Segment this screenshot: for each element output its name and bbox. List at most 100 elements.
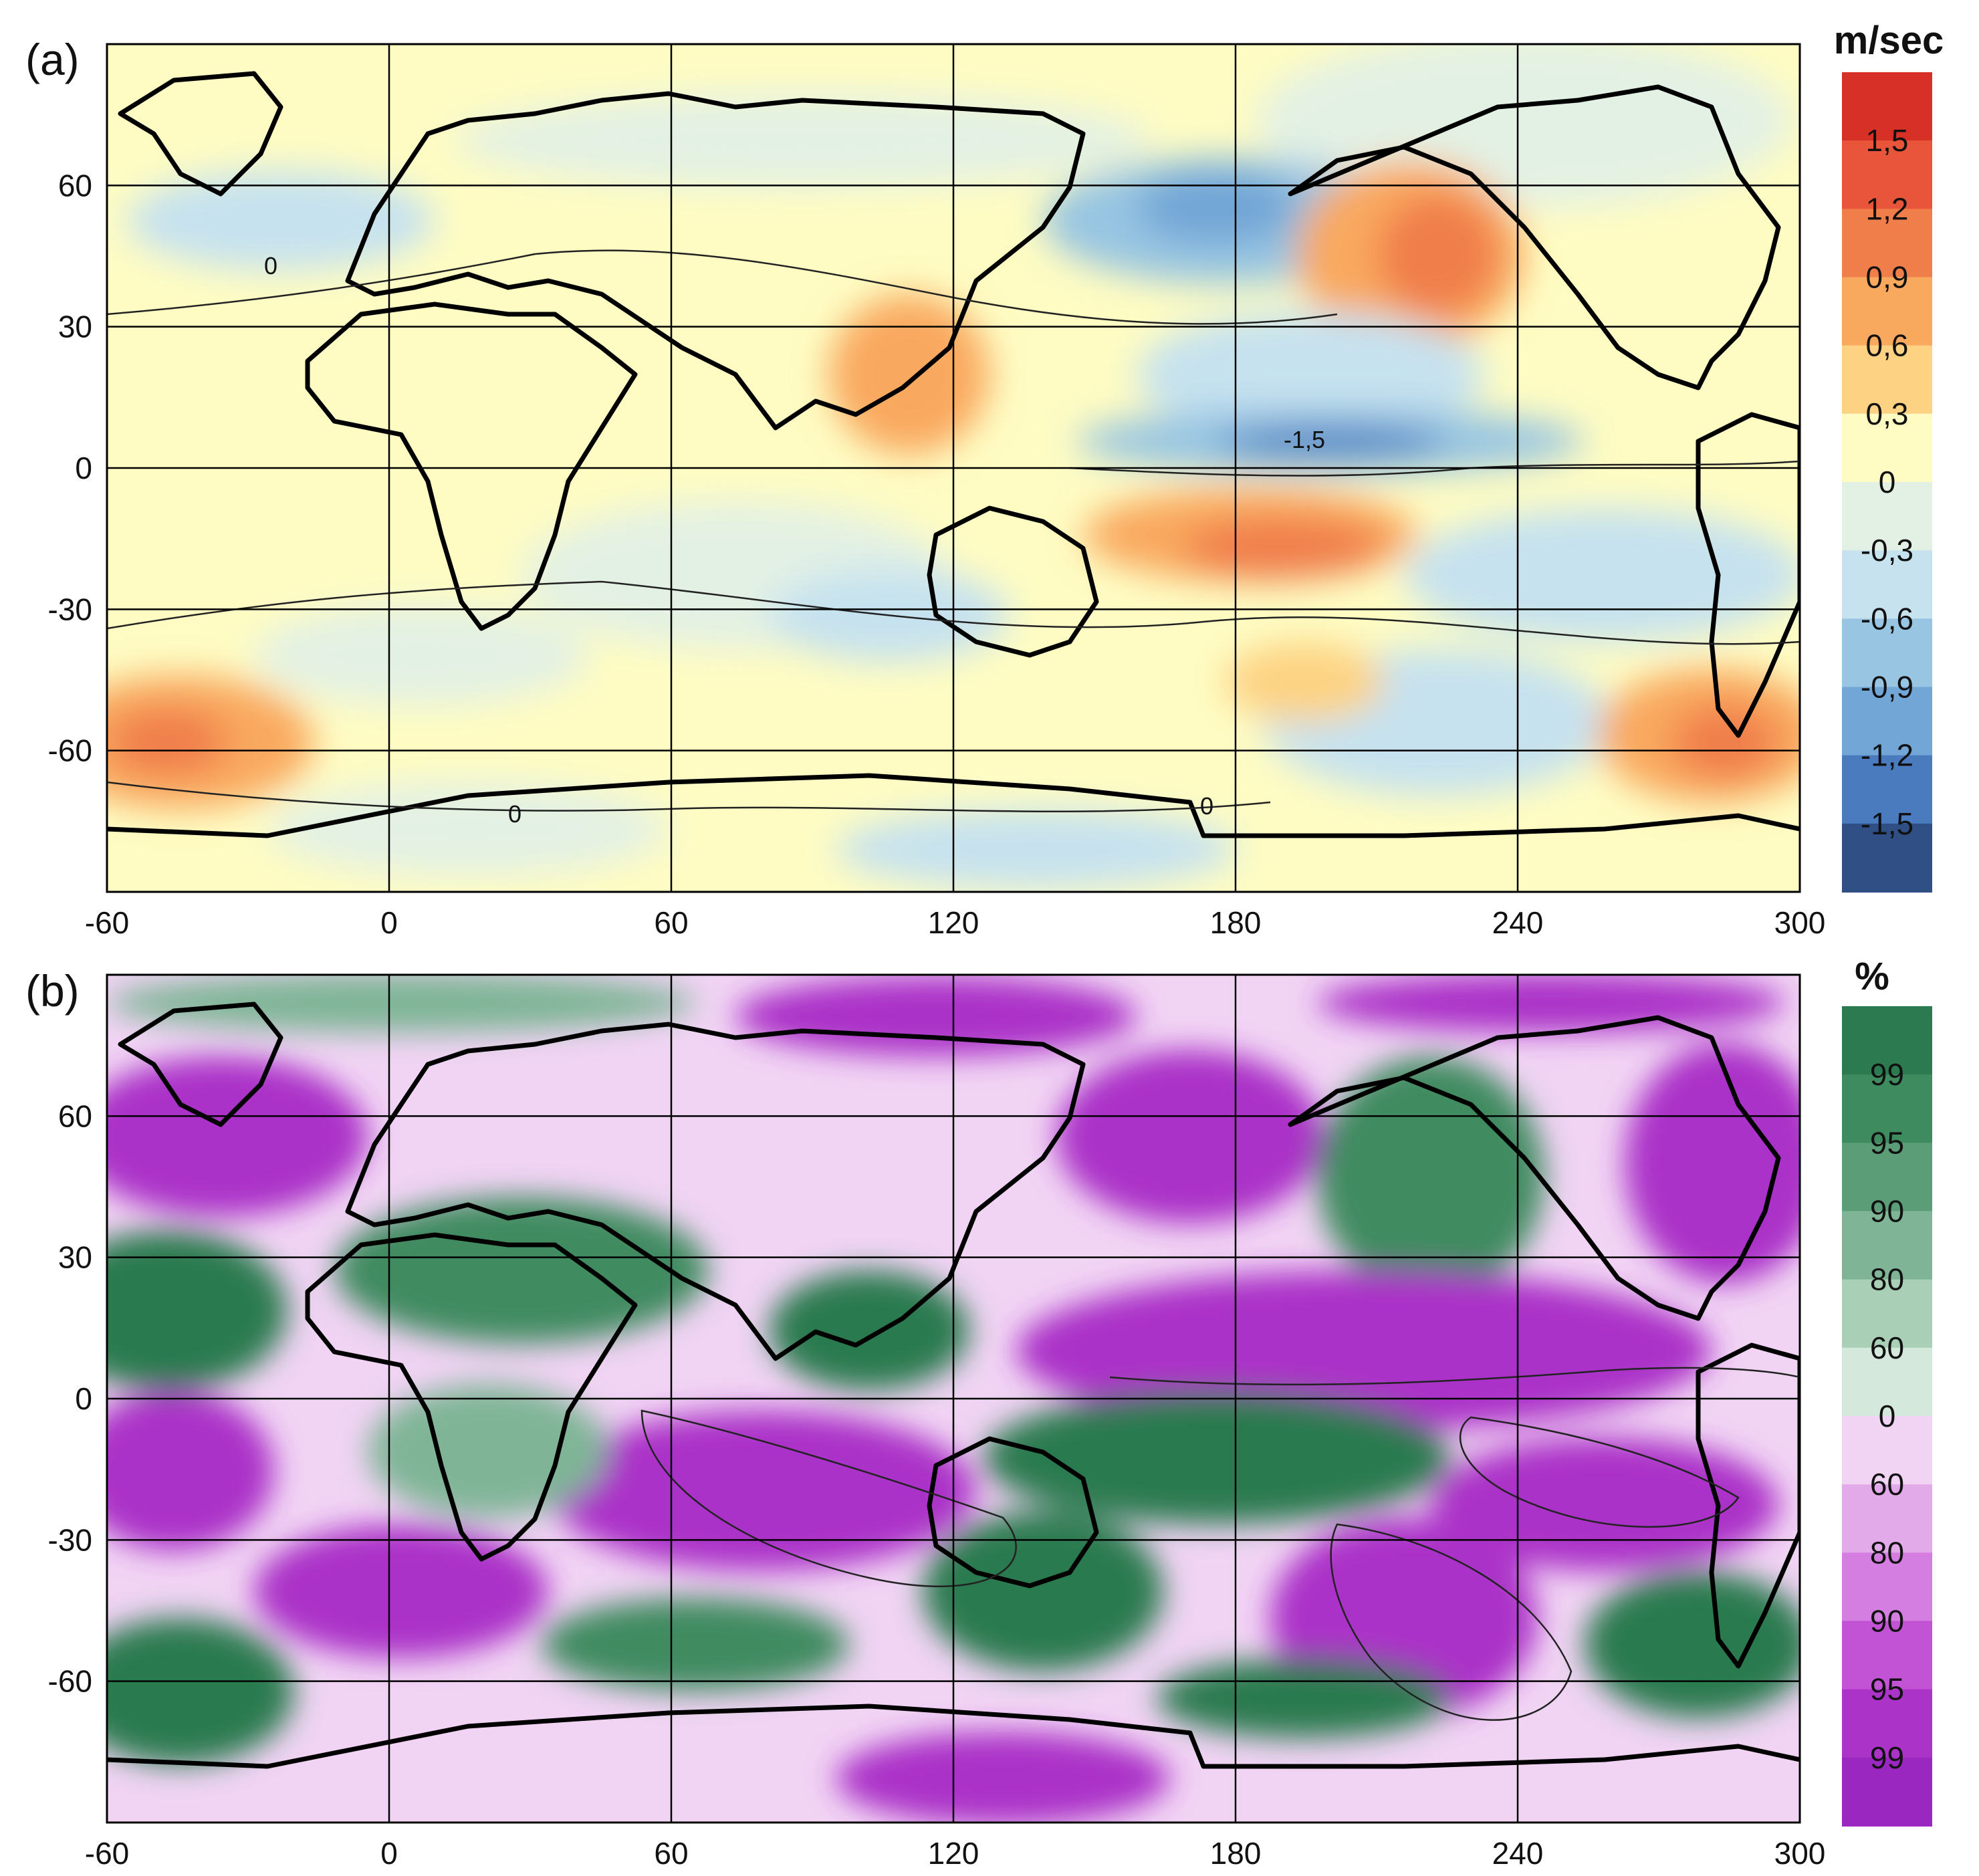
zero-contour (107, 249, 1338, 325)
colorbar-tick-label: 80 (1870, 1535, 1904, 1570)
anomaly-patch (1183, 518, 1384, 578)
contour-label: -1,5 (1284, 426, 1325, 453)
x-tick-label: 300 (1774, 1836, 1826, 1871)
colorbar-b-title: % (1855, 955, 1889, 998)
y-tick-label: 0 (75, 451, 92, 485)
anomaly-patch (1224, 642, 1384, 722)
colorbar-tick-label: -0,9 (1861, 670, 1913, 705)
anomaly-patch (254, 605, 588, 705)
coastline-antarctica (107, 773, 1800, 838)
colorbar-swatch (1842, 1211, 1932, 1280)
significance-patch (1625, 1043, 1800, 1284)
significance-contour (641, 1409, 1017, 1587)
colorbar-tick-label: 95 (1870, 1672, 1904, 1707)
significance-patch (1317, 975, 1785, 1033)
colorbar-tick-label: 90 (1870, 1194, 1904, 1229)
colorbar-swatch (1842, 823, 1932, 893)
panel-b-gridlines (107, 975, 1800, 1823)
significance-patch (542, 1598, 849, 1691)
contour-label: 0 (264, 252, 277, 279)
significance-patch (107, 1230, 287, 1391)
coastline-eurasia (345, 1022, 1086, 1361)
colorbar-swatch (1842, 618, 1932, 688)
panel-a-colorbar: m/sec 1,5 1,2 0,9 0,6 0,3 0 -0,3 -0,6 -0,9 -1,2 -1… (1834, 19, 1944, 893)
panel-b-label: (b) (25, 966, 80, 1016)
colorbar-tick-label: 80 (1870, 1262, 1904, 1297)
colorbar-swatch (1842, 1416, 1932, 1486)
panel-a-label: (a) (25, 35, 80, 84)
colorbar-tick-label: 60 (1870, 1467, 1904, 1502)
panel-b-colorbar: % 99 95 90 80 60 0 60 80 90 95 99 (1842, 955, 1932, 1827)
panel-a-frame (106, 43, 1801, 893)
panel-a-x-ticks: -60 0 60 120 180 240 300 (85, 905, 1826, 940)
significance-patch (107, 1618, 294, 1765)
panel-b-y-ticks: 60 30 0 -30 -60 (48, 1098, 92, 1698)
colorbar-tick-label: 0,6 (1866, 328, 1909, 363)
colorbar-swatch (1842, 1347, 1932, 1417)
significance-contour (1460, 1416, 1740, 1528)
colorbar-tick-label: 60 (1870, 1330, 1904, 1365)
colorbar-tick-label: -0,6 (1861, 601, 1913, 636)
colorbar-tick-label: 0 (1879, 1399, 1896, 1433)
panel-a-y-ticks: 60 30 0 -30 -60 (48, 168, 92, 768)
colorbar-tick-label: 0 (1879, 465, 1896, 499)
colorbar-swatch (1842, 1143, 1932, 1212)
zero-contour (107, 781, 1271, 812)
colorbar-swatch (1842, 72, 1932, 142)
colorbar-swatch (1842, 687, 1932, 756)
coastline-eurasia (345, 91, 1086, 431)
significance-patch (107, 975, 695, 1033)
anomaly-patch (1377, 194, 1498, 314)
x-tick-label: 120 (928, 1836, 979, 1871)
colorbar-tick-label: -1,5 (1861, 806, 1913, 841)
coastline-africa (305, 302, 638, 631)
colorbar-tick-label: 90 (1870, 1604, 1904, 1639)
x-tick-label: 180 (1210, 1836, 1262, 1871)
anomaly-patch (836, 809, 1237, 889)
colorbar-tick-label: -0,3 (1861, 533, 1913, 568)
x-tick-label: -60 (85, 905, 129, 940)
significance-patch (548, 1411, 976, 1571)
colorbar-tick-label: 99 (1870, 1057, 1904, 1092)
colorbar-swatch (1842, 1552, 1932, 1622)
x-tick-label: 240 (1492, 905, 1544, 940)
anomaly-patch (127, 170, 435, 271)
zero-contour (107, 580, 1800, 645)
colorbar-tick-label: 0,9 (1866, 260, 1909, 295)
colorbar-swatch (1842, 550, 1932, 620)
anomaly-patch (1671, 705, 1778, 779)
anomaly-patch (455, 94, 1150, 187)
significance-patch (735, 976, 1137, 1056)
colorbar-swatch (1842, 1484, 1932, 1554)
coastline-australia (927, 505, 1099, 658)
coastline-south-america (1696, 412, 1800, 738)
colorbar-a-title: m/sec (1834, 19, 1944, 62)
panel-a-map-field (107, 44, 1800, 892)
significance-patch (334, 1197, 709, 1344)
panel-a-contour-labels: 0 0 0 -1,5 (264, 252, 1325, 828)
significance-patch (769, 1270, 969, 1391)
colorbar-a-labels: 1,5 1,2 0,9 0,6 0,3 0 -0,3 -0,6 -0,9 -1,2 -1,5 (1861, 123, 1913, 841)
significance-patch (107, 1391, 274, 1551)
colorbar-swatch (1842, 1621, 1932, 1690)
significance-patch (254, 1524, 548, 1658)
colorbar-swatch (1842, 413, 1932, 483)
colorbar-swatch (1842, 1279, 1932, 1349)
significance-patch (1585, 1571, 1800, 1718)
coastline-greenland (118, 71, 283, 197)
y-tick-label: 60 (58, 168, 92, 203)
x-tick-label: 300 (1774, 905, 1826, 940)
colorbar-swatch (1842, 345, 1932, 415)
significance-patch (1056, 1050, 1324, 1223)
panel-a-coastlines (107, 71, 1800, 838)
y-tick-label: 30 (58, 310, 92, 344)
colorbar-a-swatches (1842, 72, 1932, 893)
colorbar-swatch (1842, 209, 1932, 278)
y-tick-label: -30 (48, 592, 92, 626)
colorbar-swatch (1842, 482, 1932, 552)
x-tick-label: 60 (654, 1836, 688, 1871)
coastline-north-america (1288, 84, 1781, 390)
anomaly-patch (1217, 427, 1444, 456)
coastline-africa (305, 1232, 638, 1562)
